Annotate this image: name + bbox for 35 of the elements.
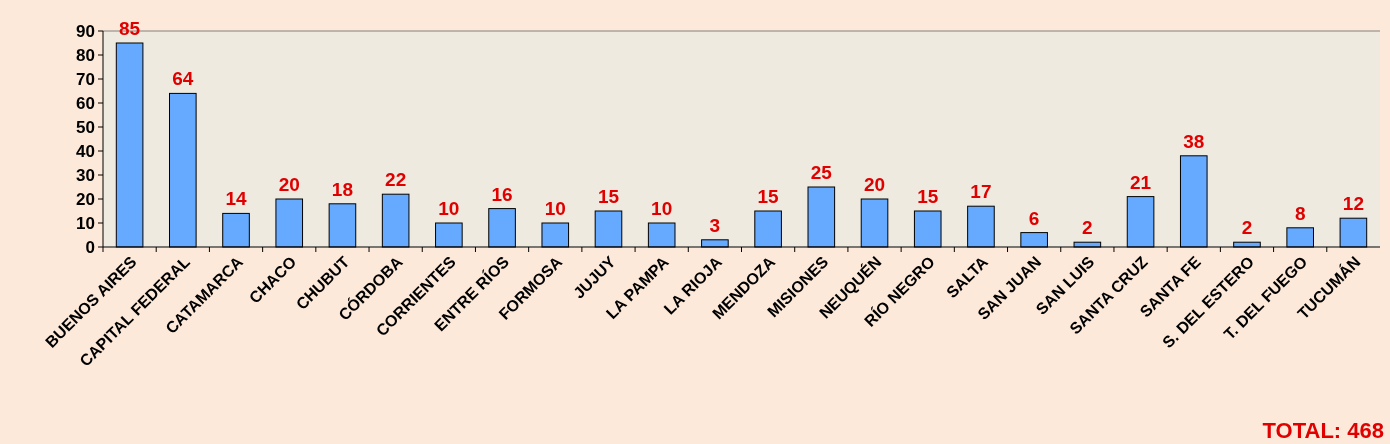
data-label: 15 [597, 186, 620, 207]
data-label: 18 [331, 178, 354, 200]
data-label: 85 [119, 18, 141, 39]
data-label: 38 [1183, 130, 1205, 152]
y-tick-label: 30 [76, 165, 95, 185]
data-label: 3 [709, 214, 721, 236]
y-tick-label: 0 [85, 237, 95, 257]
y-tick-label: 70 [76, 69, 95, 89]
data-label: 12 [1342, 193, 1364, 215]
data-label: 14 [225, 188, 248, 210]
data-label: 15 [917, 186, 939, 207]
y-tick-label: 10 [76, 213, 95, 233]
data-label: 2 [1241, 217, 1253, 239]
y-tick-label: 90 [76, 21, 95, 41]
y-tick-label: 50 [76, 117, 95, 137]
data-label: 10 [544, 198, 566, 219]
y-tick-label: 20 [76, 189, 95, 209]
data-label: 22 [385, 169, 407, 191]
data-label: 20 [278, 174, 300, 195]
data-label: 64 [172, 68, 194, 90]
data-label: 2 [1082, 217, 1093, 239]
data-label: 8 [1294, 202, 1306, 224]
data-label: 17 [970, 181, 992, 203]
data-label: 10 [651, 198, 673, 219]
data-label: 25 [810, 162, 833, 183]
y-tick-label: 40 [76, 141, 95, 161]
text: TOTAL: 468 [1262, 418, 1384, 443]
data-label: 15 [757, 186, 780, 207]
y-tick-label: 60 [76, 93, 95, 113]
data-label: 20 [863, 174, 886, 195]
data-label: 16 [491, 183, 513, 205]
data-label: 10 [438, 198, 460, 219]
data-label: 6 [1028, 207, 1040, 229]
y-tick-label: 80 [76, 45, 95, 65]
data-label: 21 [1129, 171, 1152, 193]
